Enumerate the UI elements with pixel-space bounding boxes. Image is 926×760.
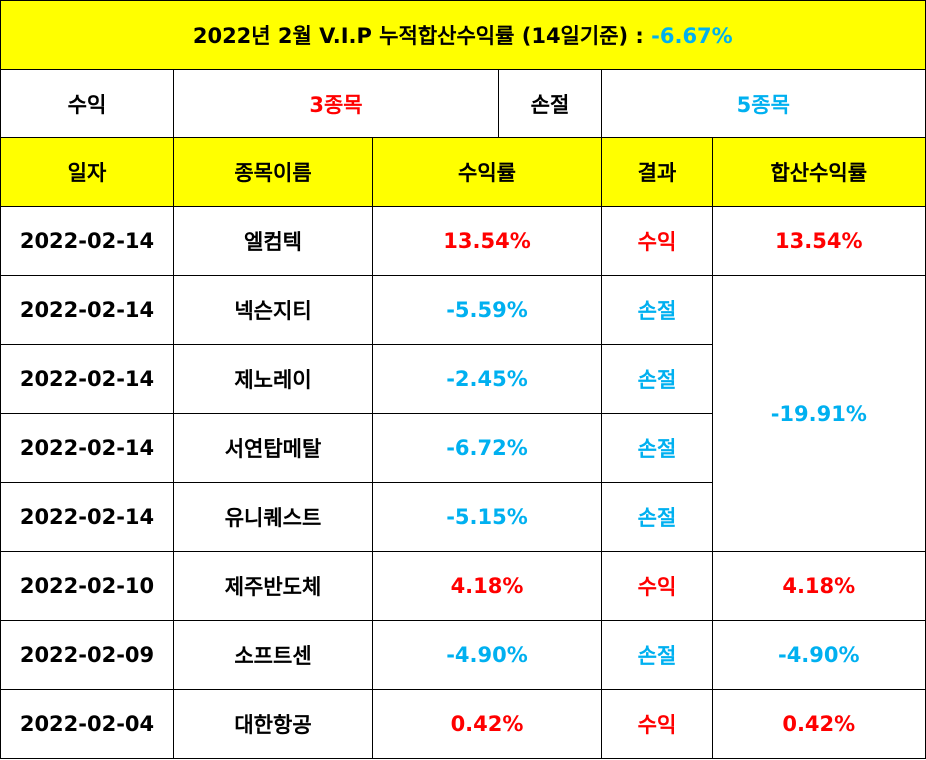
gain-label: 수익: [0, 69, 174, 138]
row-date: 2022-02-14: [0, 275, 174, 345]
row-name: 유니퀘스트: [173, 482, 373, 552]
header-date: 일자: [0, 137, 174, 207]
row-date: 2022-02-14: [0, 482, 174, 552]
row-name: 엘컴텍: [173, 206, 373, 276]
table-row: 2022-02-10 제주반도체 4.18% 수익 4.18%: [0, 551, 926, 621]
header-result: 결과: [601, 137, 713, 207]
row-total: 0.42%: [711, 689, 926, 759]
row-date: 2022-02-14: [0, 413, 174, 483]
title-row: 2022년 2월 V.I.P 누적합산수익률 (14일기준) : -6.67%: [0, 0, 926, 70]
row-date: 2022-02-10: [0, 551, 174, 621]
header-total: 합산수익률: [711, 137, 926, 207]
row-date: 2022-02-14: [0, 206, 174, 276]
row-name: 제주반도체: [173, 551, 373, 621]
row-total: 4.18%: [711, 551, 926, 621]
table-row: 2022-02-14 서연탑메탈 -6.72% 손절: [0, 413, 926, 483]
row-name: 제노레이: [173, 344, 373, 414]
row-total: -4.90%: [711, 620, 926, 690]
loss-count: 5종목: [600, 69, 926, 138]
row-rate: -5.15%: [372, 482, 602, 552]
table-row: 2022-02-04 대한항공 0.42% 수익 0.42%: [0, 689, 926, 759]
table-row: 2022-02-09 소프트센 -4.90% 손절 -4.90%: [0, 620, 926, 690]
row-date: 2022-02-09: [0, 620, 174, 690]
header-rate: 수익률: [372, 137, 602, 207]
row-total: 13.54%: [711, 206, 926, 276]
table-row: 2022-02-14 제노레이 -2.45% 손절: [0, 344, 926, 414]
row-result: 수익: [601, 551, 713, 621]
row-name: 소프트센: [173, 620, 373, 690]
title-value: -6.67%: [651, 24, 733, 48]
table-row: 2022-02-14 엘컴텍 13.54% 수익 13.54%: [0, 206, 926, 276]
title-text: 2022년 2월 V.I.P 누적합산수익률 (14일기준) :: [192, 24, 644, 48]
row-rate: 13.54%: [372, 206, 602, 276]
row-rate: -5.59%: [372, 275, 602, 345]
row-rate: 4.18%: [372, 551, 602, 621]
table-row: 2022-02-14 넥슨지티 -5.59% 손절 -19.91%: [0, 275, 926, 552]
table-row: 2022-02-14 유니퀘스트 -5.15% 손절: [0, 482, 926, 552]
row-result: 손절: [601, 620, 713, 690]
title-cell: 2022년 2월 V.I.P 누적합산수익률 (14일기준) : -6.67%: [0, 0, 926, 70]
row-rate: -4.90%: [372, 620, 602, 690]
loss-label: 손절: [498, 69, 602, 138]
row-result: 손절: [601, 344, 713, 414]
header-name: 종목이름: [173, 137, 373, 207]
gain-count: 3종목: [173, 69, 499, 138]
column-header-row: 일자 종목이름 수익률 결과 합산수익률: [0, 137, 926, 207]
row-result: 수익: [601, 206, 713, 276]
summary-row: 수익 3종목 손절 5종목: [0, 69, 926, 138]
row-result: 손절: [601, 482, 713, 552]
row-rate: 0.42%: [372, 689, 602, 759]
row-result: 손절: [601, 275, 713, 345]
merged-total: -19.91%: [711, 275, 926, 552]
row-result: 수익: [601, 689, 713, 759]
row-name: 대한항공: [173, 689, 373, 759]
row-rate: -6.72%: [372, 413, 602, 483]
row-name: 넥슨지티: [173, 275, 373, 345]
row-date: 2022-02-04: [0, 689, 174, 759]
row-name: 서연탑메탈: [173, 413, 373, 483]
row-result: 손절: [601, 413, 713, 483]
row-rate: -2.45%: [372, 344, 602, 414]
row-date: 2022-02-14: [0, 344, 174, 414]
